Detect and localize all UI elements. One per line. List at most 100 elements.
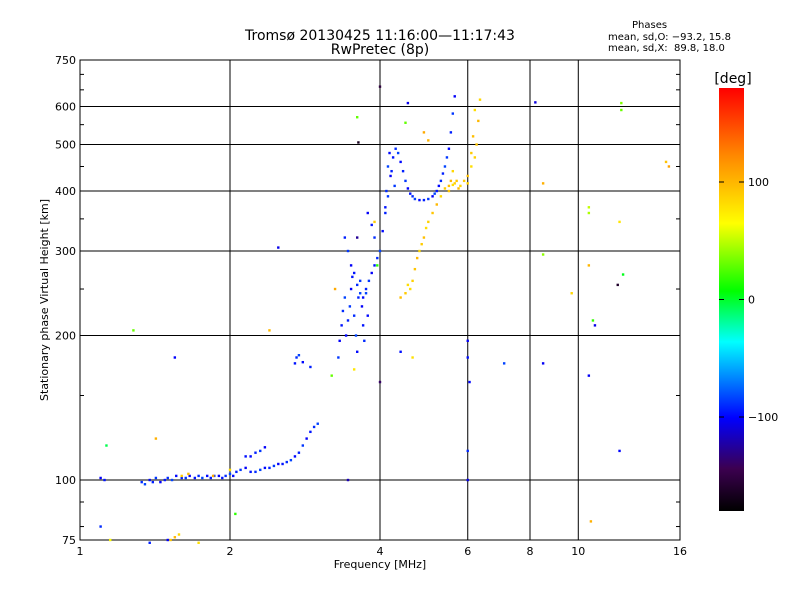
data-point (109, 538, 112, 542)
data-point (154, 476, 158, 480)
data-point (384, 211, 387, 215)
data-point (132, 329, 135, 332)
data-point (406, 101, 410, 105)
data-point (343, 236, 347, 239)
colorbar-tick-label: 0 (748, 294, 755, 307)
y-tick-label: 300 (55, 245, 76, 258)
data-point (477, 119, 480, 123)
data-point (357, 296, 360, 299)
data-point (451, 183, 455, 187)
data-point (424, 226, 428, 230)
data-point (443, 165, 447, 168)
data-point (384, 206, 387, 209)
data-point (589, 520, 593, 523)
data-point (159, 480, 162, 484)
data-point (180, 474, 183, 478)
data-point (593, 324, 597, 327)
y-tick-label: 200 (55, 330, 76, 343)
data-point (259, 449, 262, 453)
data-point (404, 121, 407, 124)
data-point (431, 195, 434, 198)
data-point (143, 483, 147, 486)
data-point (427, 220, 430, 224)
data-point (618, 220, 621, 224)
y-axis-label: Stationary phase Virtual Height [km] (38, 199, 51, 401)
colorbar-unit: [deg] (714, 71, 751, 87)
data-point (235, 470, 238, 474)
data-point (409, 287, 412, 291)
phase-stats-o: mean, sd,O: −93.2, 15.8 (608, 32, 731, 43)
data-point (447, 184, 451, 188)
data-point (148, 541, 151, 544)
data-point (418, 198, 421, 202)
data-point (422, 131, 426, 134)
chart-title: Tromsø 20130425 11:16:00—11:17:43 (245, 28, 515, 44)
data-point (445, 156, 449, 159)
data-point (272, 464, 276, 468)
data-point (370, 271, 373, 275)
data-point (263, 466, 267, 470)
data-point (234, 512, 237, 516)
data-point (401, 169, 405, 173)
data-point (471, 135, 475, 138)
data-point (349, 264, 353, 267)
data-point (355, 236, 359, 239)
data-point (224, 474, 227, 478)
data-point (381, 229, 384, 233)
data-point (180, 476, 183, 480)
data-point (105, 444, 108, 447)
data-point (169, 538, 172, 542)
data-point (418, 249, 421, 253)
data-point (209, 476, 212, 480)
data-point (254, 451, 257, 454)
data-point (534, 101, 537, 104)
data-point (570, 292, 573, 295)
y-tick-label: 750 (55, 54, 76, 67)
data-point (411, 356, 414, 359)
data-point (103, 478, 106, 482)
data-point (366, 211, 369, 215)
x-tick-label: 6 (464, 545, 471, 558)
data-point (439, 195, 443, 198)
data-point (211, 474, 215, 478)
y-tick-label: 100 (55, 474, 76, 487)
data-point (99, 476, 102, 480)
data-point (268, 466, 271, 470)
data-point (358, 292, 362, 295)
data-point (244, 466, 247, 470)
data-point (348, 305, 352, 308)
data-point (437, 184, 441, 188)
x-axis-label: Frequency [MHz] (334, 558, 426, 571)
data-point (297, 353, 301, 357)
data-point (363, 339, 366, 343)
data-point (431, 211, 434, 215)
data-point (346, 478, 350, 482)
data-point (343, 296, 347, 299)
data-point (254, 470, 257, 474)
data-point (285, 460, 288, 464)
plot-frame (79, 59, 681, 541)
data-point (228, 472, 232, 476)
data-point (293, 455, 297, 458)
data-point (378, 249, 382, 253)
data-point (367, 279, 371, 283)
data-point (205, 474, 209, 478)
data-point (451, 169, 455, 173)
phase-stats-heading: Phases (632, 20, 668, 31)
data-point (201, 476, 204, 480)
data-point (277, 246, 280, 249)
data-point (197, 541, 200, 544)
data-point (404, 179, 407, 183)
data-point (352, 271, 356, 275)
data-point (433, 192, 436, 195)
data-point (177, 533, 181, 536)
data-point (281, 462, 284, 466)
data-point (378, 85, 382, 88)
data-point (370, 223, 373, 227)
data-point (309, 365, 312, 369)
data-point (470, 165, 473, 168)
grid (80, 60, 680, 540)
x-tick-label: 10 (571, 545, 585, 558)
data-point (502, 362, 506, 365)
data-point (140, 480, 143, 484)
